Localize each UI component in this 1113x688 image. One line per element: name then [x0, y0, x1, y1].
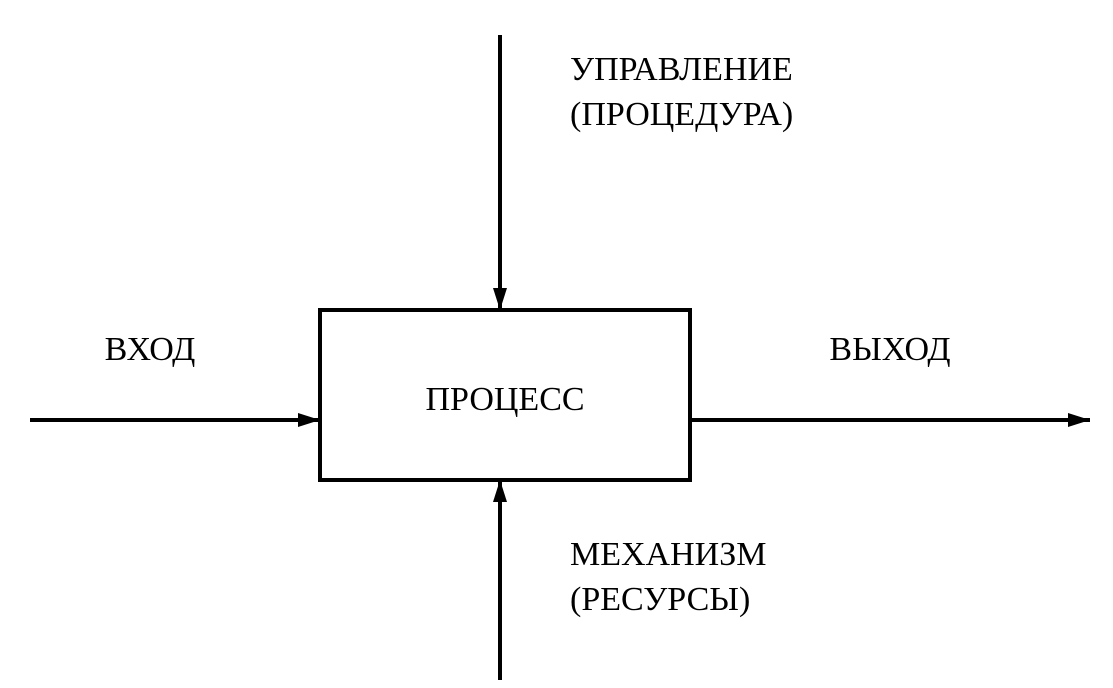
output-label: ВЫХОД [829, 331, 950, 368]
process-label: ПРОЦЕСС [425, 381, 584, 418]
input-label: ВХОД [105, 331, 196, 368]
mechanism-label-line2: (РЕСУРСЫ) [570, 581, 750, 618]
idef0-diagram: ПРОЦЕСС ВХОД ВЫХОД УПРАВЛЕНИЕ (ПРОЦЕДУРА… [0, 0, 1113, 688]
control-label-line1: УПРАВЛЕНИЕ [570, 51, 793, 88]
mechanism-label-line1: МЕХАНИЗМ [570, 536, 766, 573]
control-label-line2: (ПРОЦЕДУРА) [570, 96, 793, 133]
